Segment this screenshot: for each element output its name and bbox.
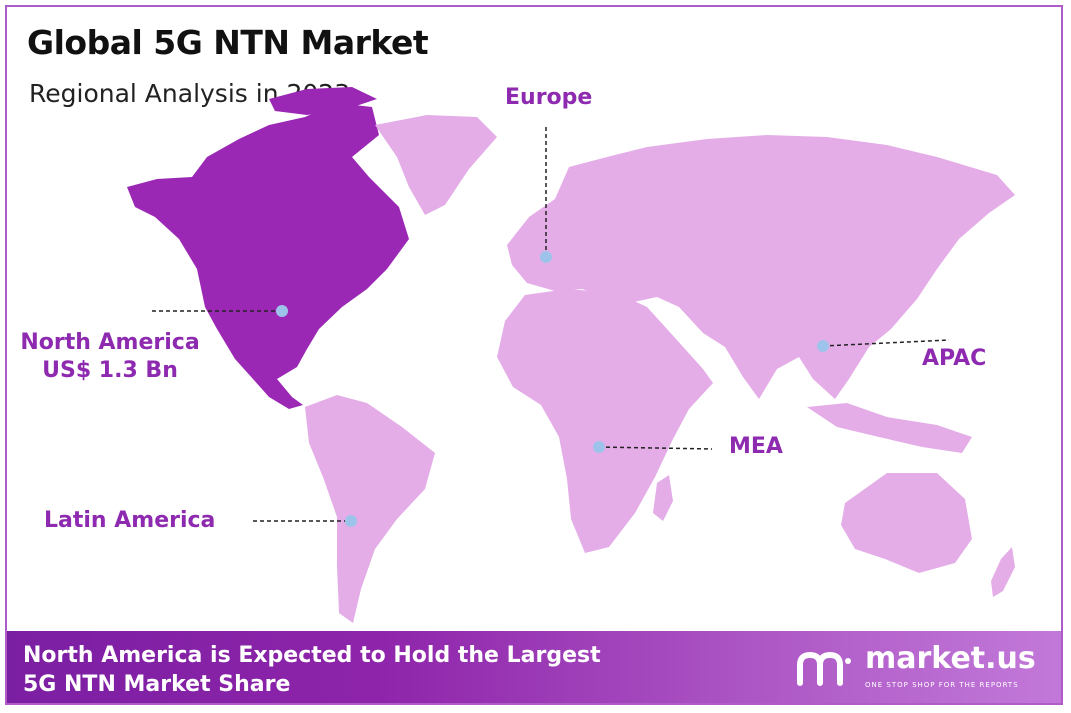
region-label-europe: Europe bbox=[505, 85, 593, 110]
region-shape-southeast-asia bbox=[807, 403, 972, 453]
region-shape-africa bbox=[497, 289, 713, 553]
region-label-apac: APAC bbox=[922, 346, 987, 371]
market-us-logo-icon bbox=[797, 651, 851, 686]
region-shape-south-america bbox=[305, 395, 435, 623]
region-shape-australia bbox=[841, 473, 972, 573]
banner-text: North America is Expected to Hold the La… bbox=[23, 641, 601, 699]
region-shape-greenland bbox=[375, 115, 497, 215]
north-america-name: North America bbox=[20, 330, 200, 355]
marker-europe bbox=[540, 251, 552, 263]
banner-line-2: 5G NTN Market Share bbox=[23, 672, 291, 697]
region-shape-north-america-islands bbox=[269, 87, 377, 115]
footer-banner: North America is Expected to Hold the La… bbox=[7, 631, 1061, 703]
region-shape-north-america bbox=[127, 103, 409, 409]
marker-mea bbox=[593, 441, 605, 453]
region-shape-eurasia bbox=[507, 135, 1015, 399]
region-shape-madagascar bbox=[653, 475, 673, 521]
brand-tagline: ONE STOP SHOP FOR THE REPORTS bbox=[865, 681, 1019, 689]
marker-north-america bbox=[276, 305, 288, 317]
page-title: Global 5G NTN Market bbox=[27, 23, 429, 62]
region-label-latin-america: Latin America bbox=[44, 508, 216, 533]
north-america-value: US$ 1.3 Bn bbox=[42, 358, 178, 383]
infographic-frame: Global 5G NTN Market Regional Analysis i… bbox=[5, 5, 1063, 705]
region-label-north-america: North America US$ 1.3 Bn bbox=[15, 329, 205, 385]
leader-line-mea bbox=[598, 446, 713, 450]
banner-line-1: North America is Expected to Hold the La… bbox=[23, 643, 601, 668]
world-map bbox=[127, 87, 1015, 623]
brand-name: market.us bbox=[865, 641, 1036, 676]
leader-line-apac bbox=[822, 339, 950, 347]
region-shape-new-zealand bbox=[991, 547, 1015, 597]
marker-apac bbox=[817, 340, 829, 352]
marker-latin-america bbox=[345, 515, 357, 527]
region-label-mea: MEA bbox=[729, 434, 783, 459]
